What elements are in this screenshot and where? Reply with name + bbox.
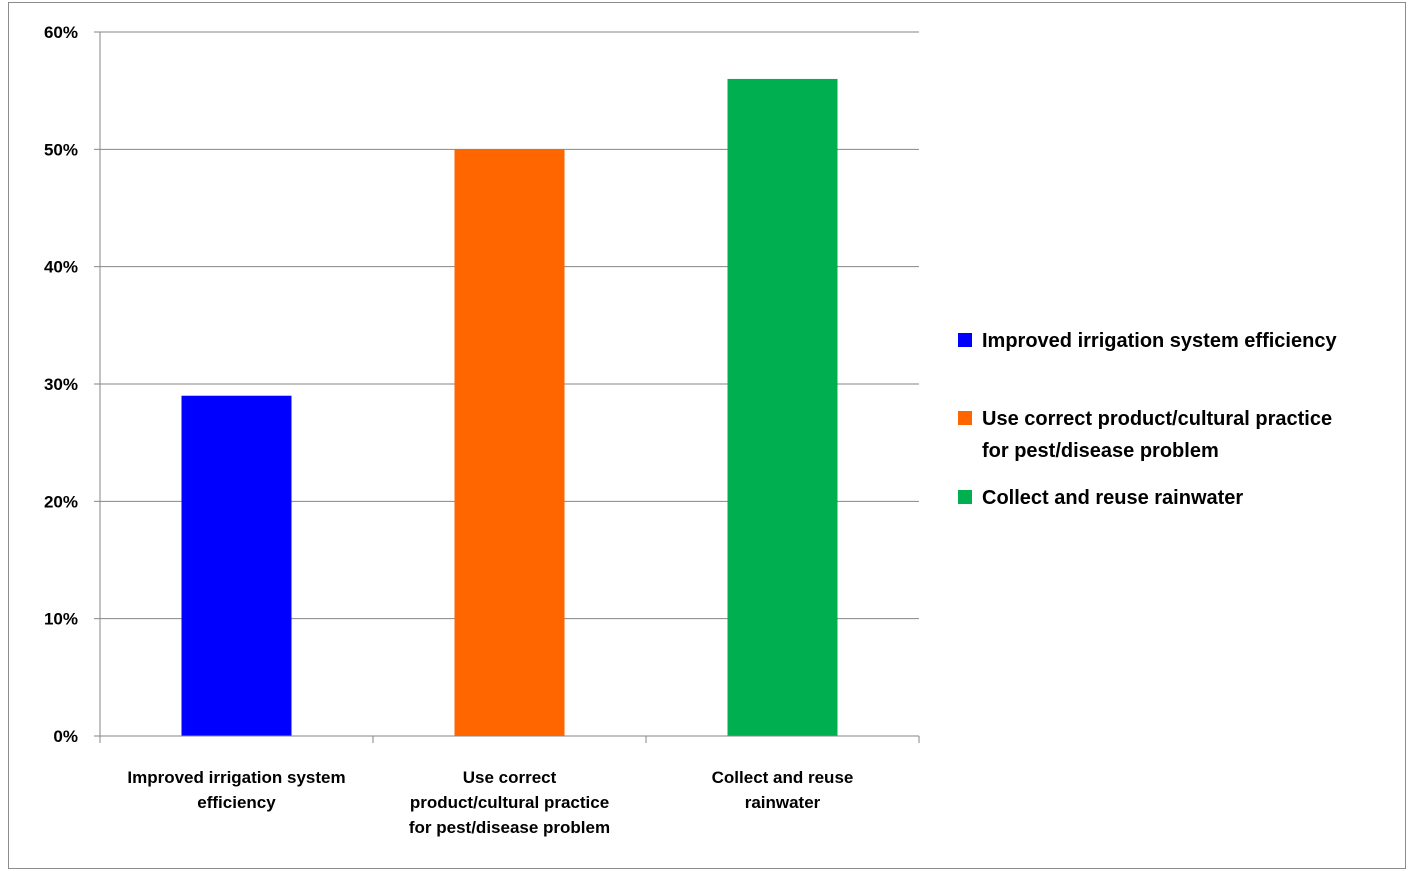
- legend-swatch: [958, 333, 972, 347]
- x-category-label: Collect and reuse: [712, 768, 854, 787]
- bar: [181, 395, 292, 736]
- legend-swatch: [958, 411, 972, 425]
- y-tick-label: 20%: [44, 492, 78, 511]
- legend-label: Improved irrigation system efficiency: [982, 330, 1337, 352]
- y-tick-label: 60%: [44, 23, 78, 42]
- y-tick-label: 50%: [44, 140, 78, 159]
- x-category-label: Improved irrigation system: [127, 768, 345, 787]
- y-tick-label: 40%: [44, 258, 78, 277]
- bar: [454, 149, 565, 737]
- legend-label: for pest/disease problem: [982, 440, 1219, 462]
- x-category-label: efficiency: [197, 793, 276, 812]
- legend: Improved irrigation system efficiency Use…: [958, 330, 1337, 509]
- legend-label: Use correct product/cultural practice: [982, 408, 1332, 430]
- x-category-label: Use correct: [463, 768, 557, 787]
- y-tick-label: 30%: [44, 375, 78, 394]
- y-tick-labels: 0% 10% 20% 30% 40% 50% 60%: [44, 23, 78, 746]
- x-category-label: product/cultural practice: [410, 793, 609, 812]
- bars: [181, 78, 838, 737]
- legend-label: Collect and reuse rainwater: [982, 487, 1243, 509]
- axes: [94, 31, 920, 743]
- x-category-label: for pest/disease problem: [409, 818, 610, 837]
- y-tick-label: 0%: [53, 727, 78, 746]
- y-tick-label: 10%: [44, 610, 78, 629]
- x-category-label: rainwater: [745, 793, 821, 812]
- x-category-labels: Improved irrigation system efficiency Use …: [127, 768, 853, 837]
- bar: [727, 78, 838, 736]
- legend-swatch: [958, 490, 972, 504]
